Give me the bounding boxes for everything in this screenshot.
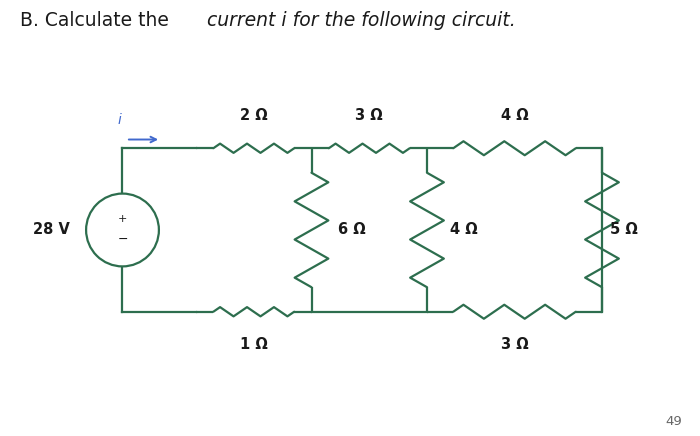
Text: 3 Ω: 3 Ω [500,337,528,352]
Text: i: i [117,113,121,127]
Text: 4 Ω: 4 Ω [500,108,528,123]
Text: 3 Ω: 3 Ω [356,108,383,123]
Text: 28 V: 28 V [33,222,70,238]
Text: 1 Ω: 1 Ω [240,337,267,352]
Text: B. Calculate the: B. Calculate the [20,11,174,30]
Text: 2 Ω: 2 Ω [240,108,267,123]
Ellipse shape [86,194,159,266]
Text: −: − [117,233,127,246]
Text: 6 Ω: 6 Ω [338,222,365,237]
Text: current i for the following circuit.: current i for the following circuit. [207,11,516,30]
Text: 5 Ω: 5 Ω [610,222,638,237]
Text: 4 Ω: 4 Ω [450,222,477,237]
Text: 49: 49 [666,415,682,428]
Text: +: + [118,214,127,224]
